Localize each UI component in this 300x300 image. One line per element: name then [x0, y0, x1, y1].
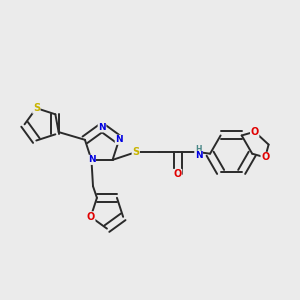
Text: N: N [88, 155, 95, 164]
Text: O: O [173, 169, 182, 179]
Text: N: N [115, 135, 123, 144]
Text: O: O [250, 127, 259, 137]
Text: N: N [98, 123, 106, 132]
Text: S: S [132, 147, 139, 157]
Text: O: O [261, 152, 269, 162]
Text: N: N [195, 152, 203, 160]
Text: O: O [87, 212, 95, 222]
Text: H: H [195, 145, 202, 154]
Text: S: S [33, 103, 40, 113]
